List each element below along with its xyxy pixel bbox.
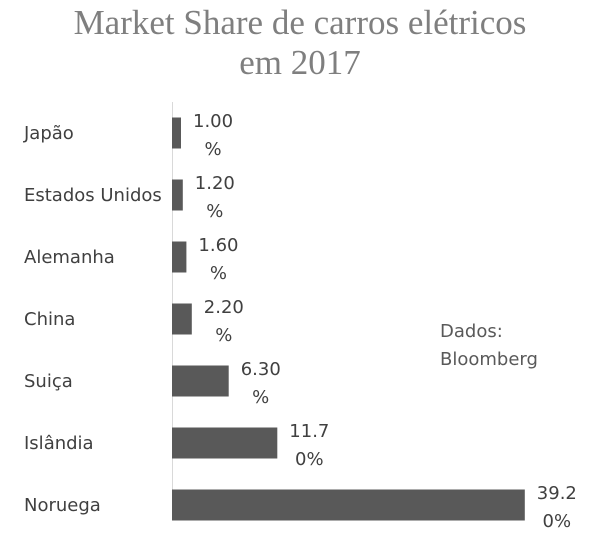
data-label-islandia-value: 11.7 [289, 421, 329, 442]
data-label-suica-value: 6.30 [241, 359, 281, 380]
category-label-noruega: Noruega [24, 495, 101, 516]
data-label-estados-unidos-value: 1.20 [195, 173, 235, 194]
category-label-islandia: Islândia [24, 433, 94, 454]
data-label-estados-unidos-unit: % [206, 201, 223, 222]
bar-suica [172, 365, 229, 397]
data-label-japao-unit: % [204, 139, 221, 160]
category-label-estados-unidos: Estados Unidos [24, 185, 162, 206]
source-note: Dados: Bloomberg [440, 318, 538, 374]
category-label-alemanha: Alemanha [24, 247, 115, 268]
category-label-suica: Suiça [24, 371, 73, 392]
chart-title-line-1: Market Share de carros elétricos [73, 3, 527, 42]
data-label-japao-value: 1.00 [193, 111, 233, 132]
data-label-islandia-unit: 0% [295, 449, 324, 470]
data-label-alemanha-value: 1.60 [198, 235, 238, 256]
bar-estados-unidos [172, 179, 183, 211]
bars-group: Japão 1.00% Estados Unidos 1.20% Alemanha 1.6… [23, 111, 577, 532]
data-label-noruega-unit: 0% [543, 511, 572, 532]
category-label-japao: Japão [23, 123, 74, 144]
data-label-alemanha-unit: % [210, 263, 227, 284]
data-label-suica-unit: % [252, 387, 269, 408]
data-label-china-unit: % [215, 325, 232, 346]
source-note-line-2: Bloomberg [440, 349, 538, 370]
bar-islandia [172, 427, 278, 459]
data-label-china-value: 2.20 [204, 297, 244, 318]
data-label-noruega-value: 39.2 [537, 483, 577, 504]
bar-china [172, 303, 192, 335]
bar-japao [172, 117, 181, 149]
source-note-line-1: Dados: [440, 321, 503, 342]
chart-title-line-2: em 2017 [239, 43, 361, 82]
bar-noruega [172, 489, 525, 521]
bar-alemanha [172, 241, 187, 273]
category-label-china: China [24, 309, 75, 330]
